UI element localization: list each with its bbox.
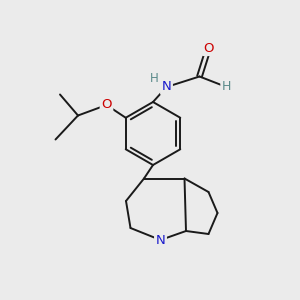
Text: N: N (156, 233, 165, 247)
Text: H: H (222, 80, 231, 94)
Text: N: N (162, 80, 171, 94)
Text: O: O (101, 98, 112, 112)
Text: H: H (149, 72, 158, 85)
Text: O: O (203, 41, 214, 55)
